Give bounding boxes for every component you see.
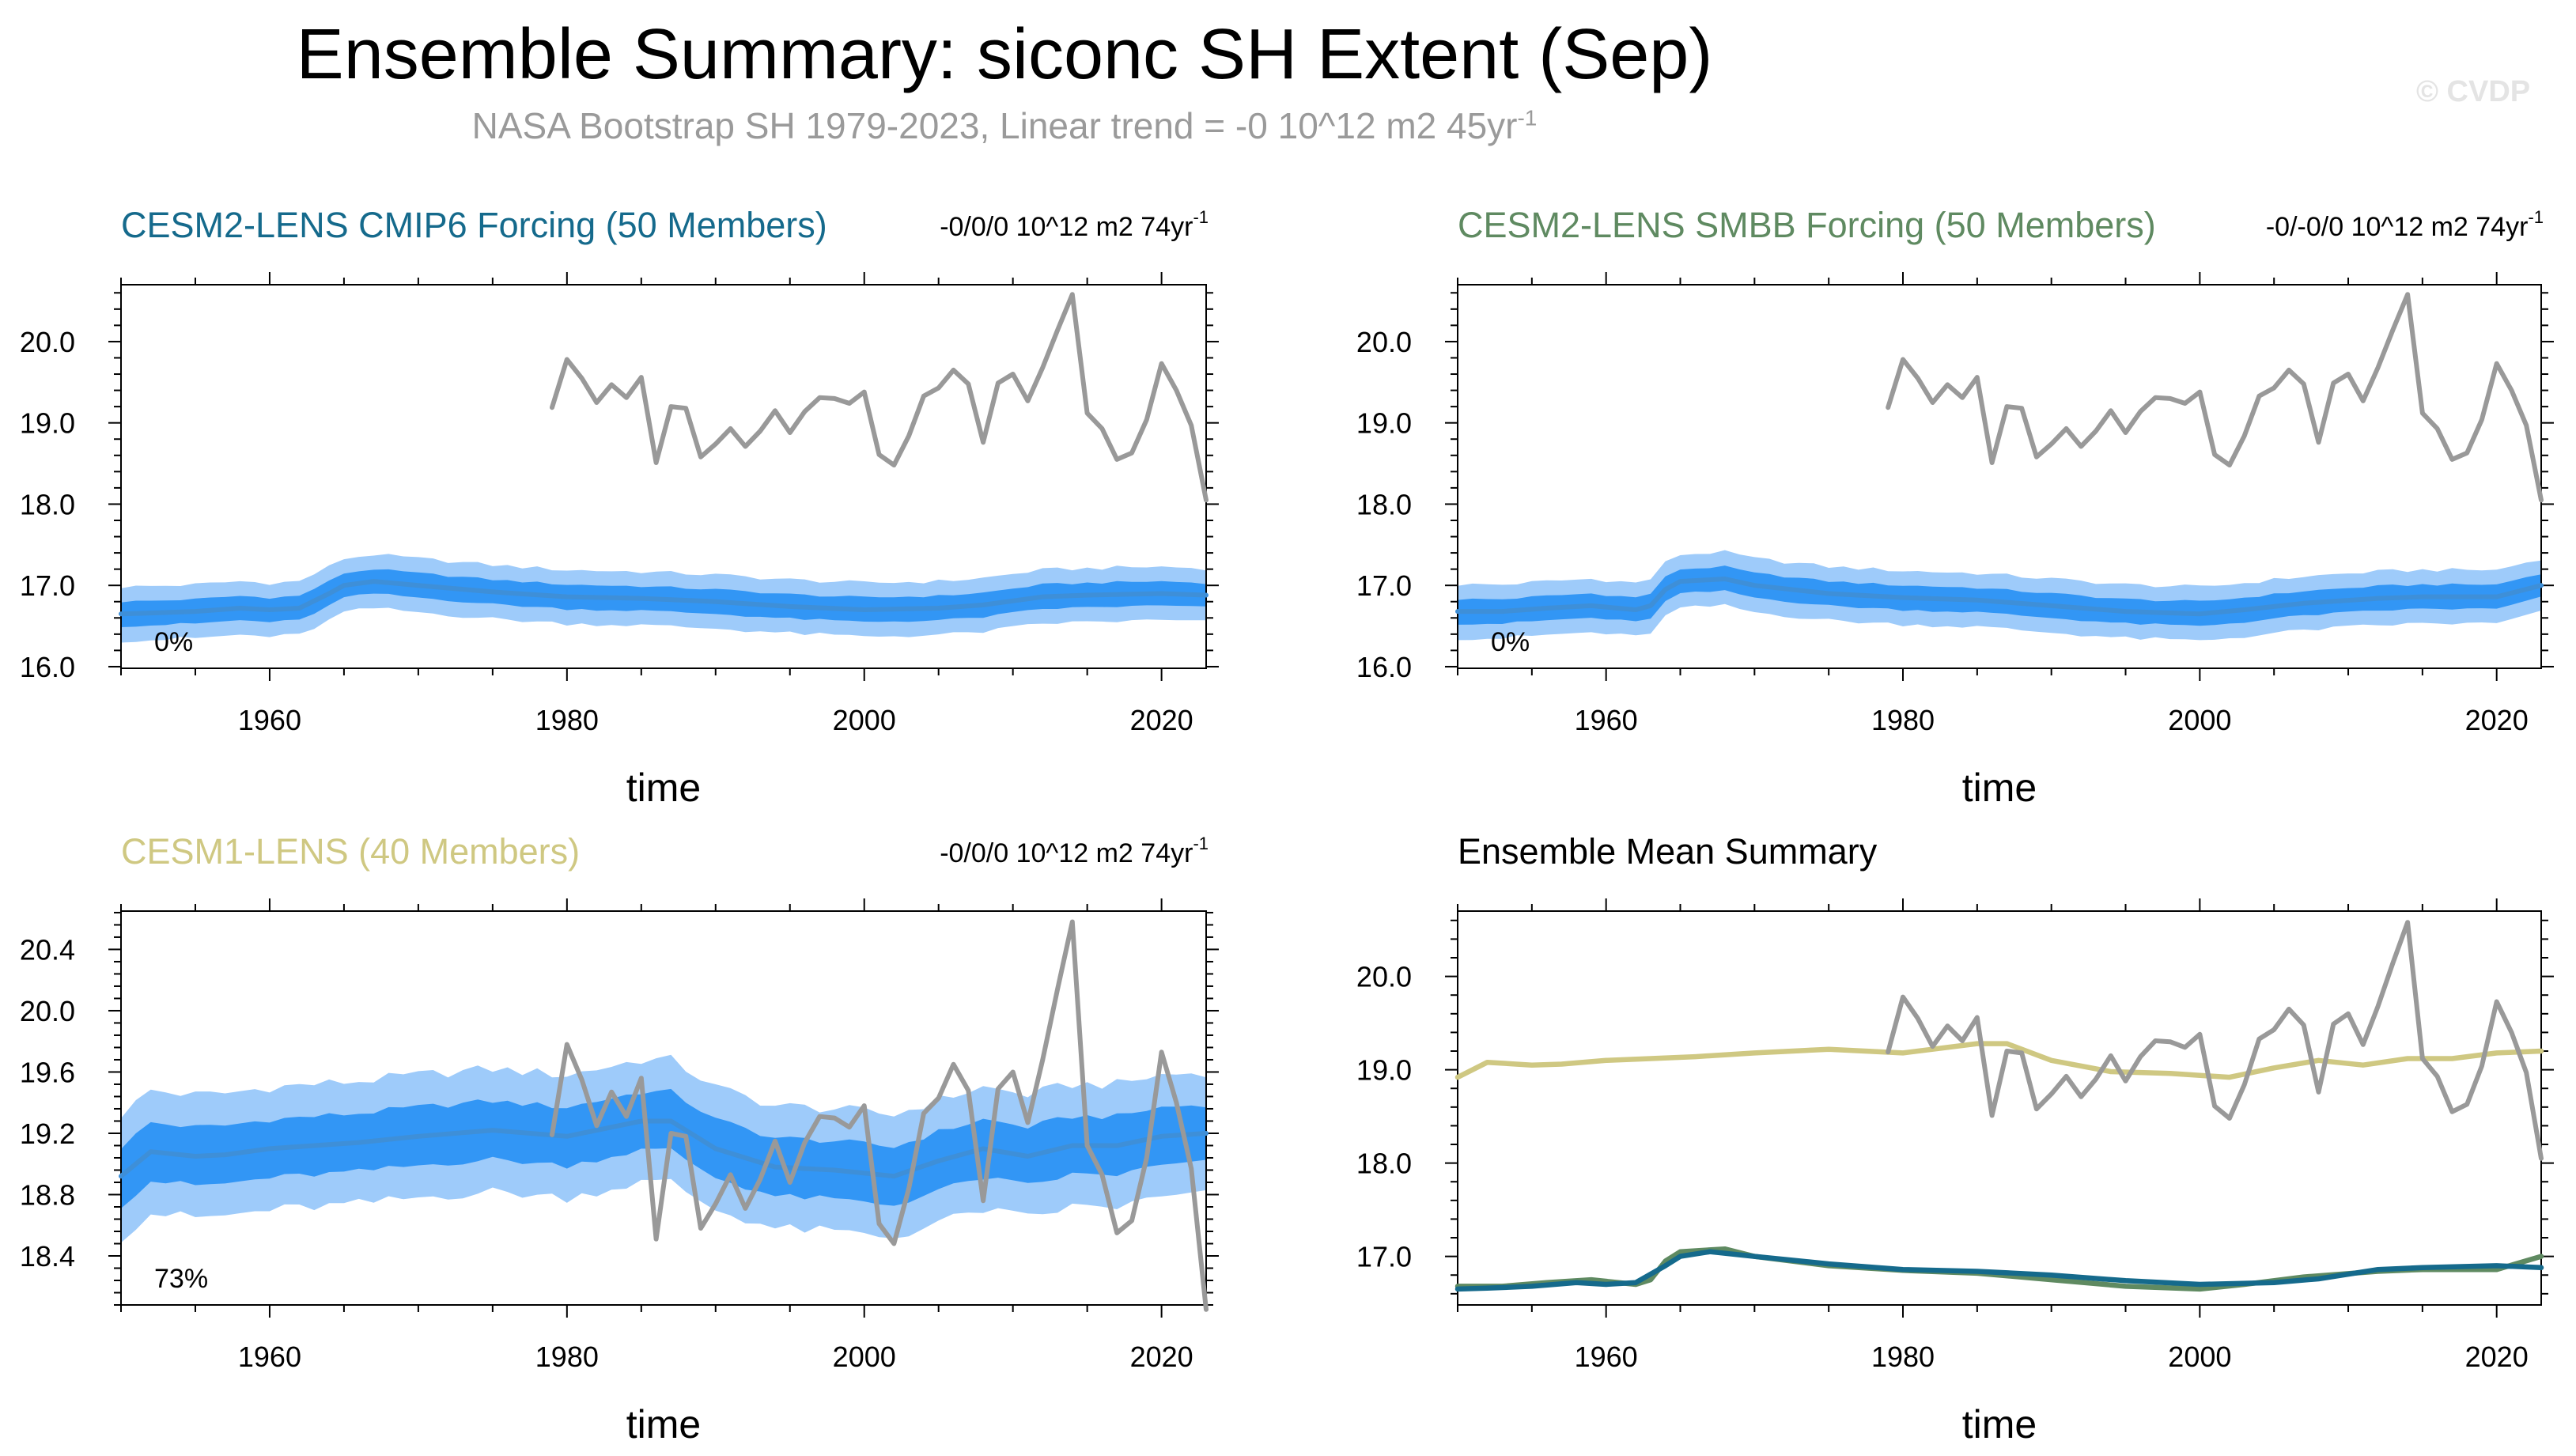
panel-title: CESM1-LENS (40 Members) (121, 831, 580, 872)
x-tick-label: 2000 (833, 1341, 896, 1373)
x-axis-label: time (1962, 766, 2037, 810)
panel-title: CESM2-LENS CMIP6 Forcing (50 Members) (121, 205, 827, 245)
y-tick-label: 17.0 (1356, 569, 1412, 602)
y-tick-label: 19.0 (1356, 1054, 1412, 1087)
plot-frame (120, 284, 1207, 669)
ensemble-mean-line (119, 579, 1209, 617)
plot-frame (1457, 910, 2542, 1306)
ensemble-mean-line (119, 1118, 1209, 1179)
subtitle-superscript: -1 (1517, 105, 1538, 130)
trend-label-superscript: -1 (1193, 834, 1209, 853)
y-tick-label: 16.0 (1356, 651, 1412, 683)
observations-line (550, 292, 1209, 503)
x-tick-label: 2020 (2465, 1341, 2529, 1373)
y-tick-label: 20.4 (20, 933, 75, 966)
chart-panel-cmip6: 1960 1980 2000 2020 16.0 17.0 18.0 19.0 20.0 time… (20, 205, 1219, 810)
trend-label-text: -0/0/0 10^12 m2 74yr (940, 838, 1193, 868)
observations-line (1886, 292, 2544, 503)
trend-label: -0/0/0 10^12 m2 74yr-1 (940, 207, 1209, 242)
y-tick-label: 18.0 (20, 488, 75, 520)
x-tick-label: 1960 (238, 704, 301, 736)
percent-label: 0% (154, 627, 193, 657)
x-tick-label: 2000 (2168, 704, 2231, 736)
y-tick-label: 19.6 (20, 1056, 75, 1088)
trend-label: -0/0/0 10^12 m2 74yr-1 (940, 834, 1209, 868)
y-tick-label: 19.0 (20, 407, 75, 440)
x-tick-label: 1960 (1575, 704, 1638, 736)
x-tick-label: 2020 (2465, 704, 2529, 736)
x-tick-label: 1960 (1575, 1341, 1638, 1373)
y-tick-label: 20.0 (20, 326, 75, 358)
x-tick-label: 1980 (1871, 1341, 1935, 1373)
plot-frame (1457, 284, 2542, 669)
y-tick-label: 17.0 (20, 569, 75, 602)
ensemble-inner-range-band (121, 1088, 1206, 1208)
x-tick-label: 2020 (1130, 704, 1193, 736)
x-axis-label: time (626, 766, 701, 810)
ensemble-mean-line-cesm1-lens (1454, 1041, 2544, 1080)
y-tick-label: 20.0 (20, 995, 75, 1027)
x-tick-label: 1980 (1871, 704, 1935, 736)
percent-label: 73% (154, 1264, 208, 1294)
x-tick-label: 1960 (238, 1341, 301, 1373)
y-tick-label: 18.4 (20, 1240, 75, 1273)
x-axis-label: time (626, 1402, 701, 1447)
y-tick-label: 17.0 (1356, 1241, 1412, 1273)
trend-label-superscript: -1 (1193, 207, 1209, 227)
y-tick-label: 18.8 (20, 1178, 75, 1211)
panel-title: CESM2-LENS SMBB Forcing (50 Members) (1458, 205, 2156, 245)
y-tick-label: 16.0 (20, 651, 75, 683)
panel-title: Ensemble Mean Summary (1458, 831, 1878, 872)
x-tick-label: 2000 (2168, 1341, 2231, 1373)
y-tick-label: 19.0 (1356, 407, 1412, 440)
ensemble-mean-line-cesm2-lens (1454, 1249, 2544, 1292)
chart-panel-cesm1: 1960 1980 2000 2020 18.4 18.8 19.2 19.6 20.0 20.4… (20, 831, 1219, 1447)
x-tick-label: 2000 (833, 704, 896, 736)
ensemble-mean-line (1455, 577, 2544, 617)
y-tick-label: 18.0 (1356, 488, 1412, 520)
y-tick-label: 20.0 (1356, 326, 1412, 358)
watermark: © CVDP (2416, 75, 2531, 108)
subtitle-text: NASA Bootstrap SH 1979-2023, Linear tren… (471, 105, 1518, 146)
trend-label-superscript: -1 (2528, 207, 2544, 227)
observations-line (1886, 920, 2544, 1161)
trend-label-text: -0/0/0 10^12 m2 74yr (940, 212, 1193, 242)
page-subtitle: NASA Bootstrap SH 1979-2023, Linear tren… (0, 104, 2009, 147)
y-tick-label: 20.0 (1356, 961, 1412, 993)
y-tick-label: 18.0 (1356, 1148, 1412, 1180)
trend-label: -0/-0/0 10^12 m2 74yr-1 (2266, 207, 2544, 242)
x-tick-label: 2020 (1130, 1341, 1193, 1373)
y-tick-label: 19.2 (20, 1118, 75, 1150)
observations-line (550, 919, 1209, 1312)
page-title: Ensemble Summary: siconc SH Extent (Sep) (296, 15, 1713, 94)
percent-label: 0% (1491, 627, 1530, 657)
x-tick-label: 1980 (535, 704, 599, 736)
x-axis-label: time (1962, 1402, 2037, 1447)
trend-label-text: -0/-0/0 10^12 m2 74yr (2266, 212, 2529, 242)
x-tick-label: 1980 (535, 1341, 599, 1373)
